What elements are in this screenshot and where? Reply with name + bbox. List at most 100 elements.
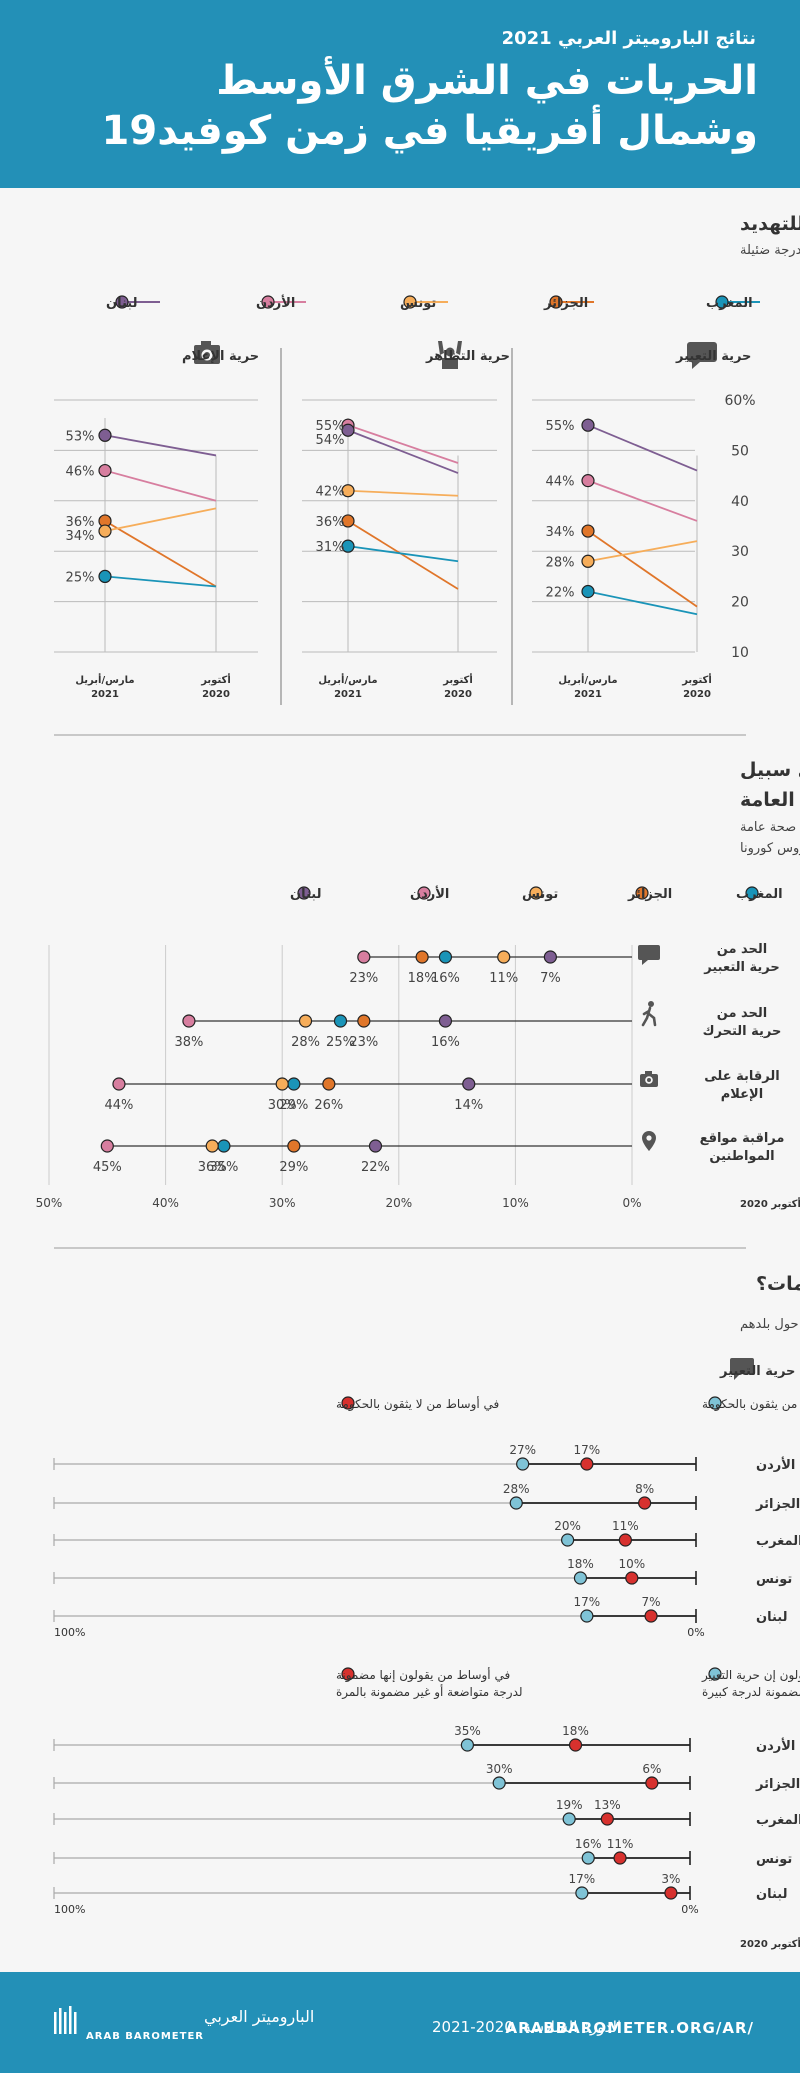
series-point <box>100 1139 114 1153</box>
legend3-dot-trust <box>708 1396 722 1410</box>
legend-item-jordan: الأردن <box>256 294 306 311</box>
row-label: الجزائر <box>755 1497 800 1512</box>
x-tick-label: 2021 <box>91 689 119 700</box>
legend-dot-jordan <box>261 295 275 309</box>
line-chart-expression: 60% 50 40 30 20 10 مارس/أبريل 2021 أكتوبر 2020 55%… <box>532 393 756 700</box>
data-label: 35% <box>454 1724 481 1738</box>
x-tick-label: 2020 <box>444 689 472 700</box>
footer-brand-ar: الباروميتر العربي <box>204 2007 314 2027</box>
series-point <box>581 418 595 432</box>
series-point <box>298 1014 313 1028</box>
section2-title-line1: بعض مواطني المنطقة مستعدون للتضحية بالحر… <box>740 759 800 781</box>
series-point <box>664 1886 678 1900</box>
data-label: 18% <box>562 1724 589 1738</box>
data-label: 38% <box>174 1035 203 1050</box>
legend-item-algeria: الجزائر <box>543 295 594 311</box>
dot-plot-trust: 27% 17% الأردن 28% 8% الجزائر 20% 11% المغرب 18% 1… <box>53 1443 800 1625</box>
series-point <box>568 1738 583 1752</box>
series-point <box>205 1139 219 1153</box>
data-label: 11% <box>612 1519 639 1533</box>
speech-bubble-icon <box>730 1358 754 1380</box>
speech-bubble-icon <box>687 342 717 369</box>
series-point <box>581 474 595 488</box>
series-point <box>581 554 595 568</box>
camera-icon <box>194 341 220 364</box>
legend2-label-morocco: المغرب <box>736 887 783 902</box>
row-label: حرية التحرك <box>703 1024 782 1039</box>
data-label: 8% <box>635 1482 654 1496</box>
series-point <box>341 423 355 437</box>
data-label: 25% <box>326 1035 355 1050</box>
data-label: 20% <box>554 1519 581 1533</box>
legend-1: المغرب الجزائر تونس الأردن لبنان <box>106 294 760 311</box>
data-label: 3% <box>661 1872 680 1886</box>
series-point <box>460 1738 474 1752</box>
series-point <box>322 1077 336 1091</box>
legend-label-lebanon: لبنان <box>106 296 137 311</box>
row-label: تونس <box>756 1852 792 1867</box>
axis3a-right-label: 0% <box>687 1626 704 1639</box>
series-point <box>580 1457 594 1471</box>
series-point <box>341 539 355 553</box>
series-point <box>560 1533 575 1547</box>
series-point <box>462 1077 476 1091</box>
x-tick-label: 40% <box>152 1196 179 1210</box>
data-label: 23% <box>349 1035 378 1050</box>
series-point <box>562 1812 576 1826</box>
series-point <box>644 1609 658 1623</box>
data-label: 10% <box>618 1557 645 1571</box>
series-point <box>368 1139 383 1153</box>
y-tick-label: 10 <box>731 645 749 661</box>
series-line <box>347 545 459 563</box>
data-label: 17% <box>574 1443 601 1457</box>
series-point <box>333 1014 348 1028</box>
row-label: تونس <box>756 1572 792 1587</box>
data-label: 46% <box>66 465 95 480</box>
y-tick-label: 60% <box>724 393 755 409</box>
footer-url[interactable]: ARABBAROMETER.ORG/AR/ <box>506 2019 754 2037</box>
data-label: 31% <box>316 540 345 555</box>
footer-banner: الباروميتر العربي ARAB BAROMETER الدورة … <box>0 1972 800 2073</box>
legend2-dot-lebanon <box>297 886 311 900</box>
series-line <box>104 434 217 457</box>
data-label: 53% <box>66 429 95 444</box>
legend-label-algeria: الجزائر <box>543 296 588 311</box>
series-line <box>587 424 698 472</box>
line-chart-media: مارس/أبريل 2021 أكتوبر 2020 53% 46% 36%34% 25% <box>54 399 258 700</box>
legend3-dot-guaranteed <box>708 1667 722 1681</box>
data-label: 7% <box>642 1595 661 1609</box>
legend2-label-lebanon: لبنان <box>290 887 321 902</box>
series-line <box>104 469 217 502</box>
data-label: 13% <box>594 1798 621 1812</box>
legend3-label-trust: في أوساط من يثقون بالحكومة <box>702 1396 800 1412</box>
series-point <box>357 950 371 964</box>
line-chart-protest: مارس/أبريل 2021 أكتوبر 2020 55%54% 42% 36% 31% <box>302 399 497 700</box>
header-title-line1: الحريات في الشرق الأوسط <box>216 58 758 104</box>
series-point <box>492 1776 506 1790</box>
header-supertitle: نتائج الباروميتر العربي 2021 <box>501 28 756 49</box>
series-point <box>581 1851 595 1865</box>
data-label: 29% <box>279 1098 308 1113</box>
series-point <box>543 950 557 964</box>
series-point <box>98 428 112 442</box>
x-tick-label: 50% <box>36 1196 63 1210</box>
row-label: الجزائر <box>755 1777 800 1792</box>
series-point <box>98 463 112 478</box>
camera-icon <box>640 1071 658 1087</box>
series-point <box>438 1014 453 1028</box>
x-tick-label: 2020 <box>202 689 230 700</box>
data-label: 16% <box>575 1837 602 1851</box>
series-point <box>182 1014 196 1028</box>
legend-dot-lebanon <box>115 295 129 309</box>
row-label: الحد من <box>717 1006 768 1021</box>
series-point <box>287 1139 301 1153</box>
section2-date-note: يوليو - أكتوبر 2020 <box>740 1197 800 1210</box>
data-label: 42% <box>316 485 345 500</box>
series-point <box>341 514 355 528</box>
arab-barometer-logo-icon <box>54 2006 77 2034</box>
section2-title-line2: الصحة العامة <box>740 789 800 811</box>
legend3-label-notguaranteed-2: لدرجة متواضعة أو غير مضمونة بالمرة <box>336 1684 523 1700</box>
data-label: 45% <box>93 1160 122 1175</box>
series-point <box>638 1496 652 1510</box>
legend-item-lebanon: لبنان <box>106 295 160 311</box>
